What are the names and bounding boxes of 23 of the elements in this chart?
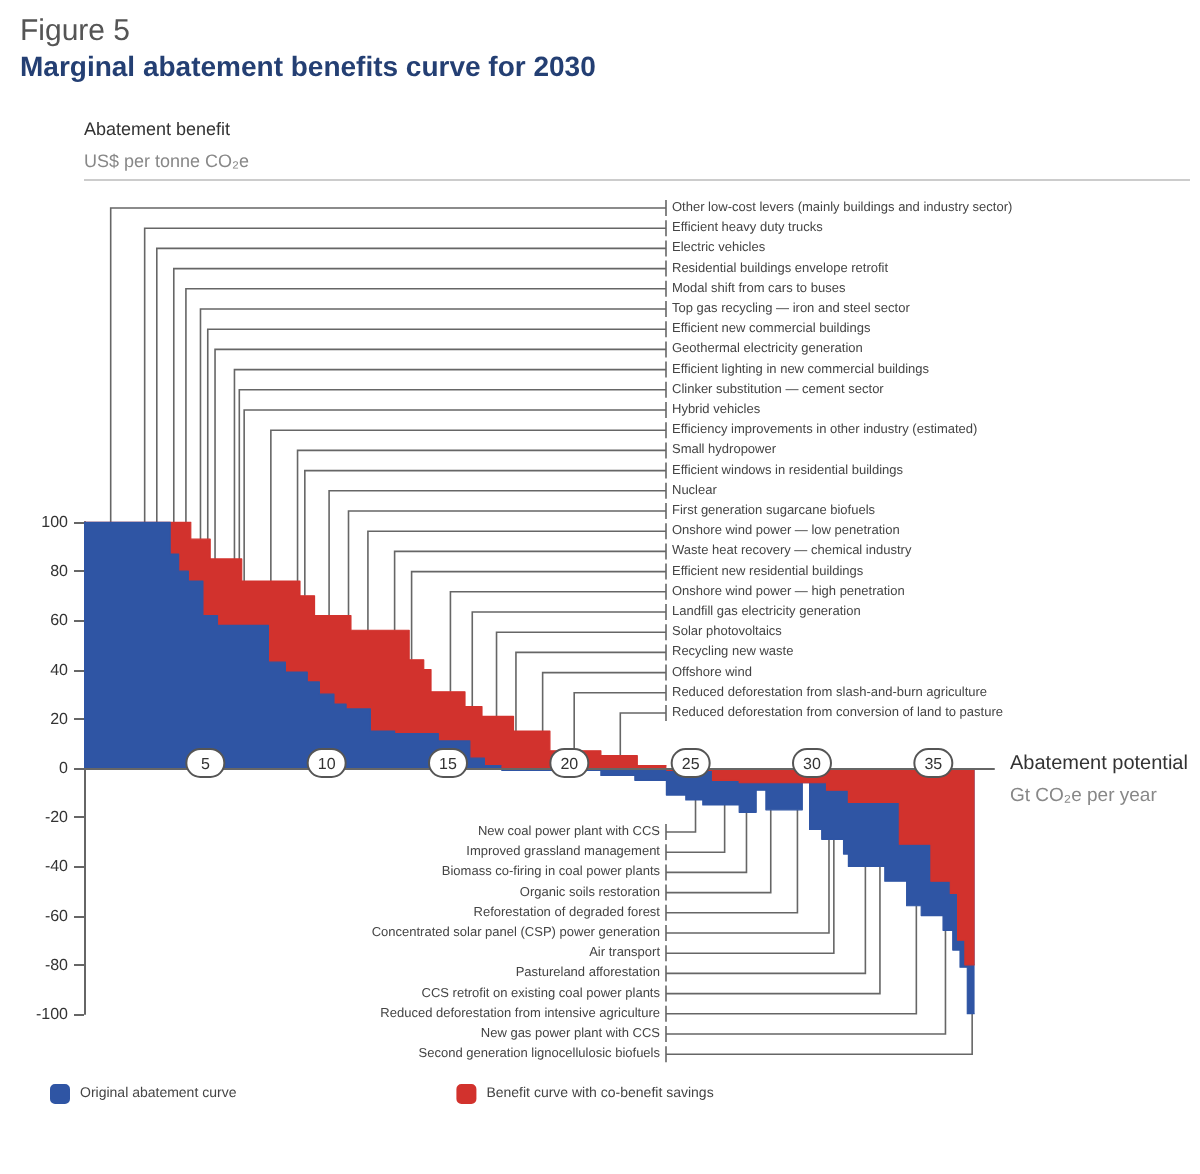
y-tick-label: 60 xyxy=(50,611,70,630)
x-tick-label: 15 xyxy=(439,755,458,773)
x-tick-label: 25 xyxy=(681,755,701,773)
y-tick-label: 20 xyxy=(50,709,70,728)
x-tick-label: 10 xyxy=(317,755,337,773)
y-tick-label: 80 xyxy=(50,562,70,581)
chart-subtitle: Figure 5 xyxy=(20,14,131,48)
y-tick-label: -20 xyxy=(44,808,70,827)
y-tick-label: -80 xyxy=(44,955,70,974)
text: US$ per tonne CO₂e xyxy=(84,151,250,171)
x-axis-title: Abatement potential Gt CO₂e per year xyxy=(1010,753,1188,807)
text: Abatement benefit xyxy=(84,119,232,139)
y-tick-label: 0 xyxy=(59,759,70,777)
x-tick-label: 35 xyxy=(924,755,944,773)
chart-title: Marginal abatement benefits curve for 2030 xyxy=(20,50,597,82)
x-tick-label: 5 xyxy=(200,755,211,773)
x-tick-label: 30 xyxy=(803,755,822,773)
y-tick-label: -60 xyxy=(44,906,70,925)
x-tick-label: 20 xyxy=(560,755,580,773)
y-tick-label: 40 xyxy=(50,660,70,679)
y-tick-label: 100 xyxy=(41,513,70,531)
y-tick-label: -40 xyxy=(44,857,70,876)
y-tick-label: -100 xyxy=(35,1005,70,1023)
